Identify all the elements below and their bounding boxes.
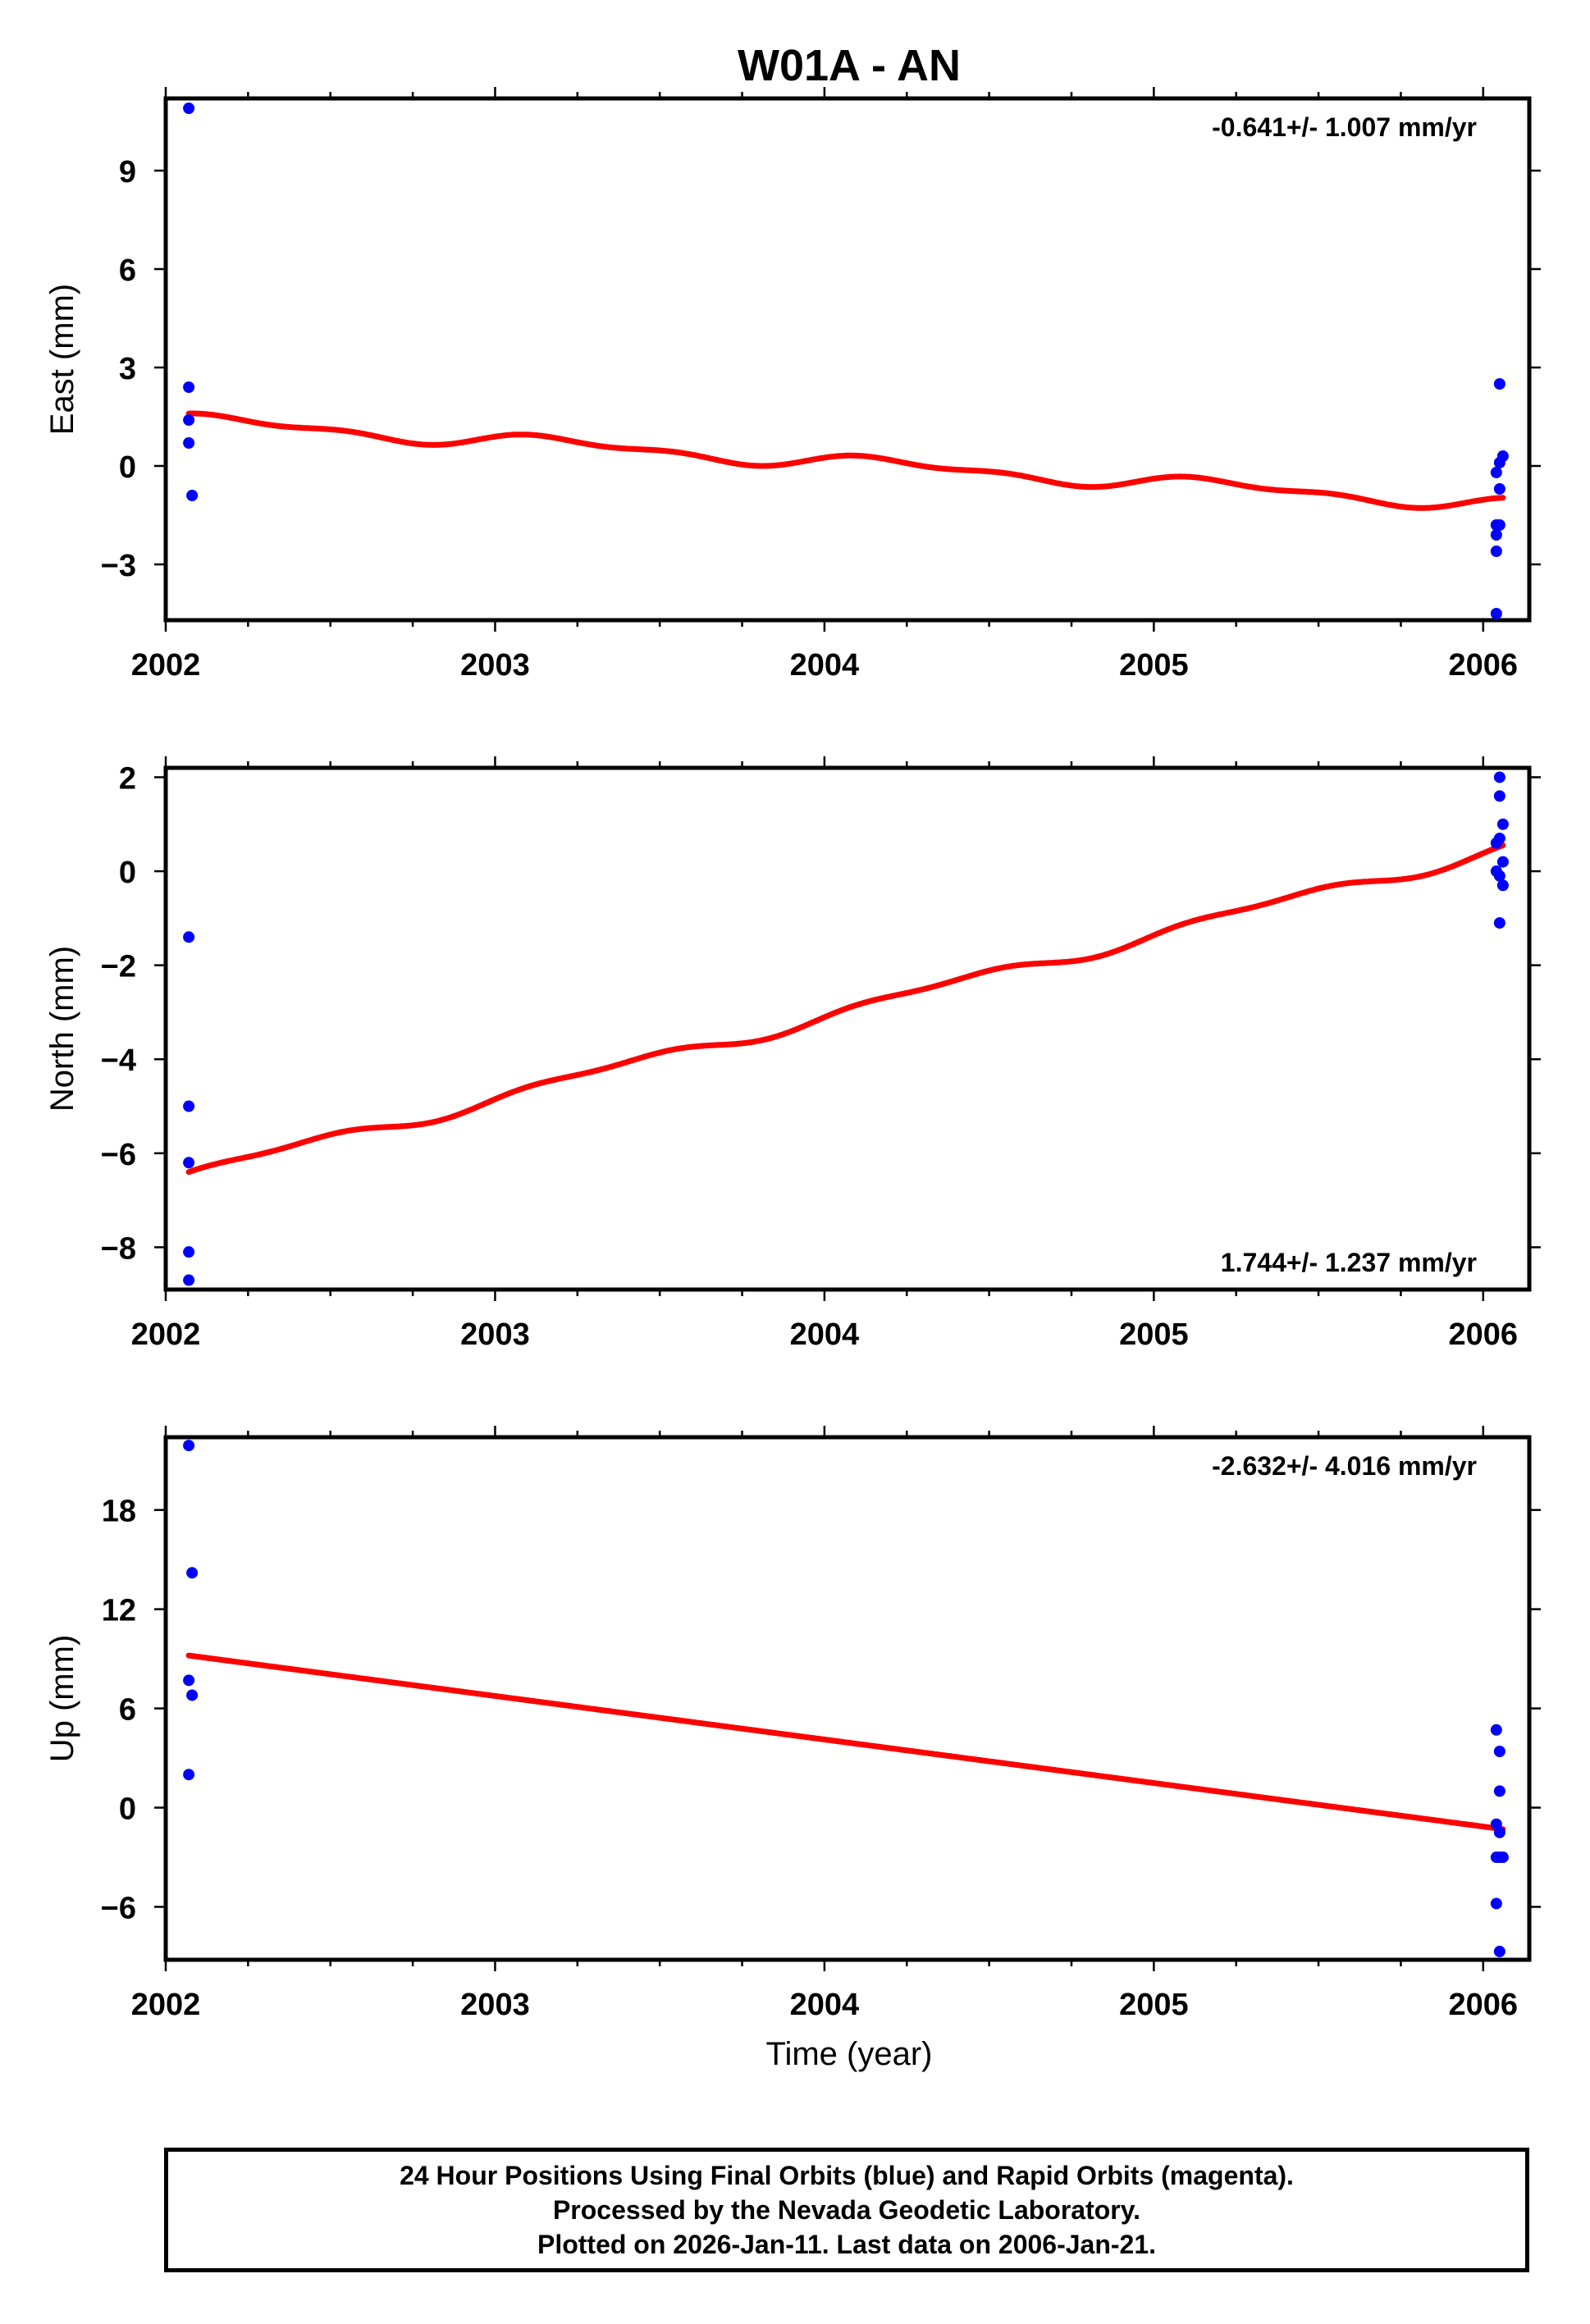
east-x-tick-label: 2002	[131, 648, 201, 683]
north-fit-line	[185, 842, 1506, 1176]
north-x-tick-label: 2006	[1449, 1317, 1519, 1352]
east-data-point	[183, 103, 195, 114]
east-data-point	[1490, 467, 1502, 478]
north-data-point	[1493, 870, 1505, 882]
north-data-point	[183, 1100, 195, 1112]
up-y-tick-label: 0	[119, 1792, 136, 1827]
north-y-tick-label: −8	[101, 1231, 136, 1266]
east-data-point	[183, 437, 195, 449]
up-y-axis-label: Up (mm)	[44, 1635, 80, 1763]
north-y-tick-label: −2	[101, 950, 136, 984]
chart-title: W01A - AN	[738, 41, 961, 90]
north-data-point	[1496, 879, 1509, 892]
north-data-point	[1493, 832, 1505, 844]
north-x-tick-label: 2002	[131, 1317, 201, 1352]
east-fit-line	[185, 410, 1506, 511]
east-data-point	[1490, 608, 1502, 619]
up-data-point	[1490, 1724, 1502, 1736]
east-x-tick-label: 2006	[1449, 648, 1519, 683]
east-x-tick-label: 2004	[790, 648, 860, 683]
up-x-tick-label: 2002	[131, 1988, 201, 2022]
east-x-tick-label: 2003	[460, 648, 530, 683]
north-data-point	[183, 1274, 195, 1286]
up-data-point	[183, 1769, 195, 1781]
north-panel: 2002 2003 2004 2005 2006 −8 −6 −4 −2 0 2 North (mm)…	[44, 756, 1541, 1352]
north-data-point	[1496, 818, 1509, 830]
east-y-axis-label: East (mm)	[44, 284, 80, 435]
up-data-point	[1493, 1746, 1505, 1758]
east-y-tick-label: −3	[101, 549, 136, 583]
up-y-tick-label: 6	[119, 1693, 136, 1728]
up-x-tick-label: 2006	[1449, 1988, 1519, 2022]
east-panel: 2002 2003 2004 2005 2006 −3 0 3 6 9 East (mm) -0.64…	[44, 87, 1541, 683]
north-data-point	[1496, 856, 1509, 868]
east-data-point	[186, 490, 199, 501]
east-y-tick-label: 0	[119, 450, 136, 485]
up-data-point	[1493, 1826, 1505, 1838]
east-data-point	[1493, 378, 1505, 390]
north-y-tick-label: −4	[101, 1043, 136, 1078]
north-y-axis-label: North (mm)	[44, 946, 80, 1112]
north-x-tick-label: 2004	[790, 1317, 860, 1352]
east-rate-label: -0.641+/- 1.007 mm/yr	[1212, 112, 1477, 142]
x-axis-label: Time (year)	[766, 2036, 933, 2072]
up-data-point	[1490, 1897, 1502, 1910]
caption-line-1: 24 Hour Positions Using Final Orbits (bl…	[400, 2161, 1294, 2190]
up-y-tick-label: 18	[102, 1495, 136, 1529]
north-x-tick-label: 2005	[1119, 1317, 1189, 1352]
north-y-tick-label: 0	[119, 856, 136, 890]
east-data-point	[183, 381, 195, 393]
up-x-tick-label: 2005	[1119, 1988, 1189, 2022]
north-plot-frame	[163, 765, 1532, 1292]
up-rate-label: -2.632+/- 4.016 mm/yr	[1212, 1451, 1477, 1481]
up-data-point	[1493, 1785, 1505, 1797]
east-data-point	[1493, 519, 1505, 531]
east-data-point	[1493, 483, 1505, 495]
up-panel: 2002 2003 2004 2005 2006 −6 0 6 12 18 Up (mm) -2.63…	[44, 1426, 1541, 2022]
north-y-tick-label: 2	[119, 761, 136, 796]
east-y-tick-label: 6	[119, 253, 136, 288]
north-rate-label: 1.744+/- 1.237 mm/yr	[1221, 1248, 1477, 1277]
east-y-tick-label: 3	[119, 352, 136, 386]
east-data-point	[183, 414, 195, 426]
east-data-point	[1496, 450, 1509, 462]
east-data-point	[1490, 529, 1502, 541]
east-plot-frame	[163, 96, 1532, 623]
up-data-point	[183, 1440, 195, 1452]
up-plot-frame	[163, 1435, 1532, 1962]
east-data-point	[1490, 546, 1502, 557]
north-data-point	[1493, 771, 1505, 783]
up-x-tick-label: 2004	[790, 1988, 860, 2022]
east-x-tick-label: 2005	[1119, 648, 1189, 683]
caption-box: 24 Hour Positions Using Final Orbits (bl…	[164, 2148, 1529, 2272]
north-data-point	[1493, 790, 1505, 802]
north-y-tick-label: −6	[101, 1138, 136, 1172]
north-data-point	[1493, 917, 1505, 929]
east-y-tick-label: 9	[119, 155, 136, 189]
up-data-point	[1496, 1851, 1509, 1864]
up-data-point	[186, 1689, 199, 1701]
up-y-tick-label: 12	[102, 1594, 136, 1628]
north-data-point	[183, 931, 195, 943]
up-data-point	[1493, 1945, 1505, 1957]
up-data-point	[186, 1567, 199, 1579]
caption-line-2: Processed by the Nevada Geodetic Laborat…	[552, 2195, 1141, 2225]
up-fit-line	[185, 1652, 1506, 1833]
north-data-point	[183, 1157, 195, 1169]
up-data-point	[183, 1674, 195, 1687]
up-x-tick-label: 2003	[460, 1988, 530, 2022]
up-y-tick-label: −6	[101, 1891, 136, 1925]
caption-line-3: Plotted on 2026-Jan-11. Last data on 200…	[537, 2230, 1157, 2259]
north-x-tick-label: 2003	[460, 1317, 530, 1352]
north-data-point	[183, 1246, 195, 1258]
